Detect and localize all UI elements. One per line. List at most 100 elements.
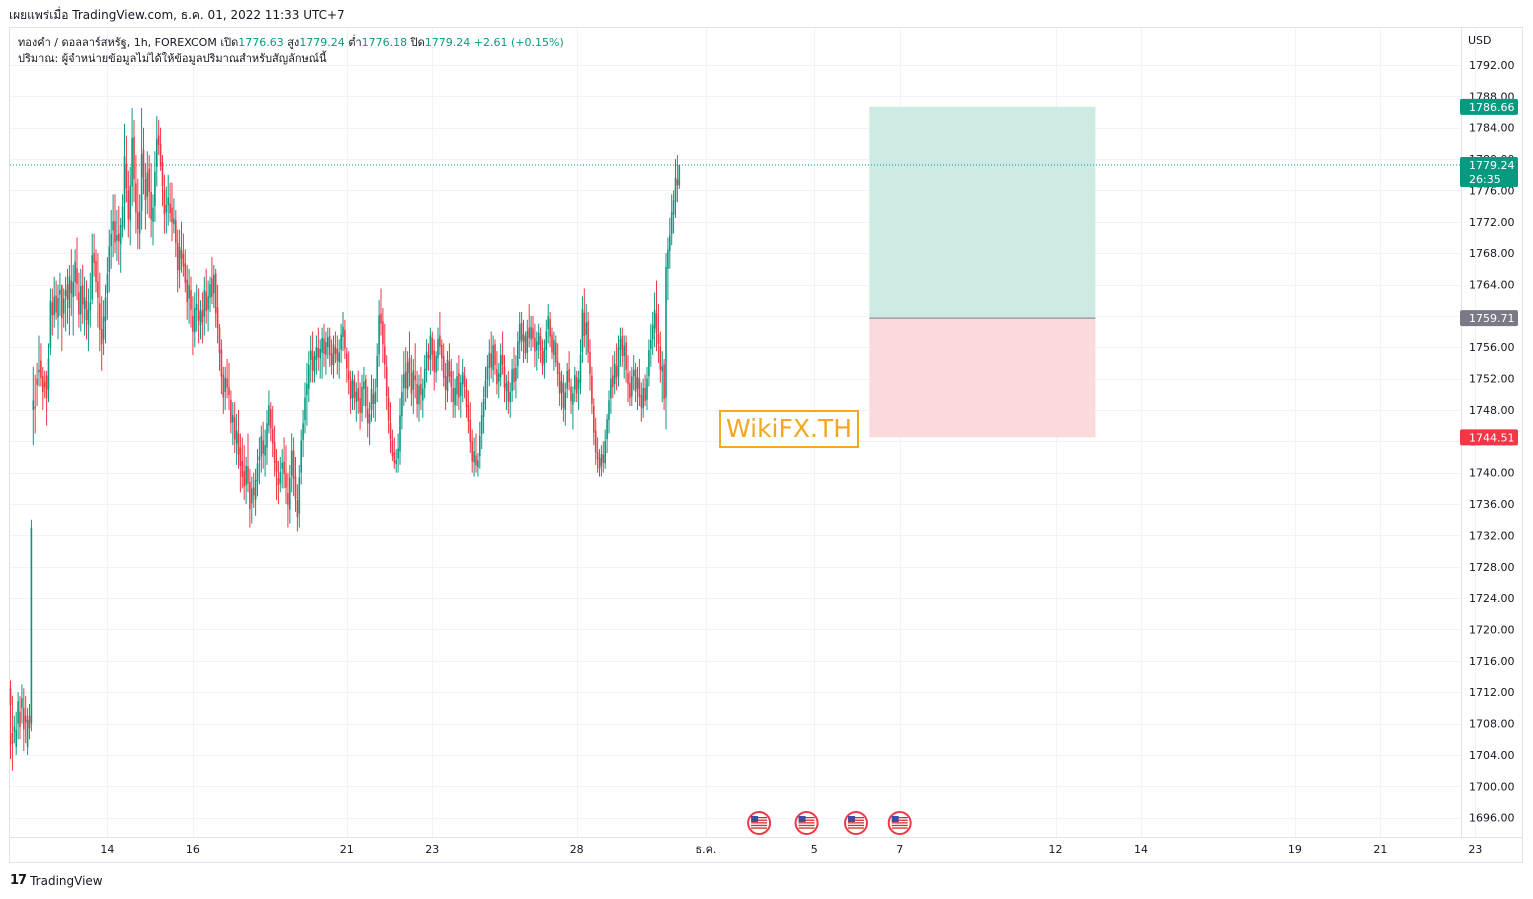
candle-body: [627, 373, 629, 385]
candle: [241, 437, 244, 489]
candle: [397, 433, 399, 473]
time-tick-label: 19: [1288, 843, 1302, 856]
us-event-flag-icon[interactable]: [844, 811, 868, 835]
candle-body: [171, 207, 173, 223]
long-position-tool: [869, 106, 1096, 438]
candle: [378, 300, 380, 367]
us-event-flag-icon[interactable]: [794, 811, 819, 835]
flag-stripe: [751, 817, 768, 819]
candle: [13, 715, 16, 744]
candle: [306, 362, 308, 426]
candle: [427, 343, 430, 371]
candle: [503, 355, 506, 403]
candle: [142, 127, 145, 195]
candle-body: [558, 372, 561, 394]
us-event-flag-icon[interactable]: [747, 811, 772, 835]
candle: [374, 378, 377, 422]
candle: [355, 382, 358, 422]
candle: [594, 417, 597, 465]
tradingview-footer[interactable]: 17 TradingView: [10, 873, 103, 888]
price-tick-label: 1708.00: [1469, 718, 1515, 731]
candle: [243, 445, 245, 501]
candle: [659, 331, 662, 383]
candle-body: [51, 302, 54, 316]
candle: [311, 331, 314, 383]
candle: [530, 315, 532, 352]
us-event-flag-icon[interactable]: [887, 811, 912, 835]
candle: [270, 402, 272, 442]
candle: [26, 707, 29, 755]
candle: [131, 108, 133, 207]
candle: [199, 300, 202, 340]
candle: [85, 280, 88, 340]
candle: [273, 425, 276, 477]
candle-body: [152, 207, 154, 222]
candle-body: [520, 322, 523, 341]
candle: [473, 437, 475, 477]
candle-body: [408, 358, 411, 374]
candle-body: [298, 477, 301, 514]
candle: [340, 323, 342, 363]
candle: [15, 711, 17, 755]
price-tick-label: 1728.00: [1469, 561, 1515, 574]
candle: [97, 253, 99, 328]
candle-body: [349, 380, 352, 400]
candle-body: [302, 423, 304, 440]
candle: [260, 425, 263, 473]
candle: [338, 339, 340, 379]
candle-body: [167, 197, 169, 206]
entry-price-tag-bg: [1460, 310, 1518, 327]
candle-body: [463, 375, 466, 387]
candle-body: [228, 387, 230, 396]
candle: [545, 319, 548, 363]
candle: [403, 351, 405, 407]
symbol-title[interactable]: ทองคำ / ดอลลาร์สหรัฐ, 1h, FOREXCOM: [18, 36, 217, 49]
candle: [176, 229, 179, 293]
candle-body: [642, 387, 644, 409]
candle-body: [564, 392, 567, 410]
candle-body: [385, 366, 388, 397]
candle-body: [528, 327, 530, 338]
candle: [562, 374, 565, 422]
candle-body: [161, 162, 164, 187]
candle-body: [610, 378, 612, 399]
candle-body: [425, 351, 428, 370]
price-tick-label: 1784.00: [1469, 122, 1515, 135]
candle-body: [452, 388, 454, 403]
chart-legend: ทองคำ / ดอลลาร์สหรัฐ, 1h, FOREXCOM เปิด1…: [18, 35, 564, 67]
candle-body: [359, 398, 361, 413]
candle-body: [629, 383, 631, 398]
candle: [537, 323, 540, 359]
candle: [309, 335, 312, 383]
candle-body: [9, 688, 12, 705]
candle-body: [256, 463, 259, 482]
candle: [100, 296, 103, 371]
candle-body: [277, 478, 280, 485]
candle-body: [108, 246, 111, 272]
candle-body: [241, 460, 244, 477]
candle-body: [258, 456, 261, 461]
candle: [431, 331, 434, 371]
price-tick-label: 1740.00: [1469, 467, 1515, 480]
flag-stripe: [891, 824, 908, 827]
candle: [524, 331, 527, 359]
candle-body: [416, 384, 418, 405]
candle-body: [17, 701, 19, 724]
candle: [342, 311, 344, 352]
flag-stripe: [848, 819, 864, 821]
candle-body: [467, 405, 470, 422]
candle-body: [214, 273, 217, 314]
candle: [477, 453, 479, 477]
candle: [232, 402, 234, 446]
candle: [220, 339, 223, 395]
candle-body: [334, 347, 337, 354]
candle: [372, 378, 375, 418]
candle: [650, 323, 652, 367]
candle-body: [384, 346, 386, 365]
candle-body: [338, 352, 340, 363]
candle-body: [370, 388, 373, 410]
candle: [119, 217, 122, 273]
candle: [448, 343, 451, 383]
candle: [325, 331, 327, 375]
